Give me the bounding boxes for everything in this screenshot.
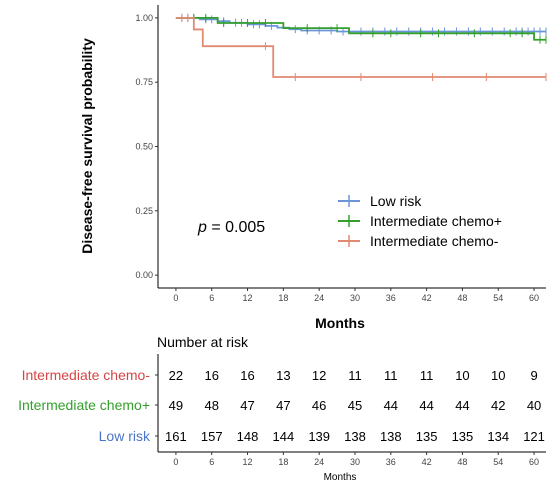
x-tick-label: 18 [278, 293, 288, 303]
risk-cell: 9 [530, 368, 537, 383]
x-tick-label: 48 [457, 293, 467, 303]
x-tick-label: 0 [173, 293, 178, 303]
risk-x-tick-label: 0 [173, 457, 178, 467]
risk-x-tick-label: 12 [243, 457, 253, 467]
legend-item: Intermediate chemo+ [338, 213, 502, 229]
risk-cell: 46 [312, 398, 326, 413]
series-3 [175, 13, 547, 82]
y-tick-label: 0.00 [135, 270, 153, 280]
y-tick-label: 1.00 [135, 13, 153, 23]
x-tick-label: 30 [350, 293, 360, 303]
risk-x-tick-label: 30 [350, 457, 360, 467]
series-2 [175, 13, 547, 44]
x-tick-label: 24 [314, 293, 324, 303]
risk-x-tick-label: 42 [422, 457, 432, 467]
risk-cell: 138 [380, 429, 402, 444]
risk-cell: 135 [416, 429, 438, 444]
risk-cell: 121 [523, 429, 545, 444]
series-line [175, 16, 546, 78]
risk-row: Intermediate chemo- 22 16 16 13 12 11 11 11 10 10 9 [22, 367, 538, 383]
risk-cell: 11 [348, 368, 362, 383]
risk-cell: 11 [420, 368, 434, 383]
risk-cell: 44 [455, 398, 469, 413]
risk-table-title: Number at risk [157, 334, 249, 350]
risk-cell: 40 [527, 398, 541, 413]
risk-cell: 134 [487, 429, 509, 444]
series-1 [175, 13, 547, 36]
x-tick-label: 36 [386, 293, 396, 303]
risk-cell: 157 [201, 429, 223, 444]
risk-row: Intermediate chemo+ 49 48 47 47 46 45 44 44 44 42 4… [18, 397, 541, 413]
x-axis: 0 6 12 18 24 30 36 42 48 54 60 [158, 287, 546, 303]
legend-item: Low risk [338, 193, 422, 209]
risk-cell: 10 [491, 368, 505, 383]
y-tick-label: 0.75 [135, 77, 153, 87]
y-axis-title: Disease-free survival probability [79, 38, 95, 254]
risk-x-tick-label: 18 [278, 457, 288, 467]
risk-cell: 16 [204, 368, 218, 383]
x-tick-label: 12 [243, 293, 253, 303]
risk-x-tick-label: 6 [209, 457, 214, 467]
risk-cell: 44 [384, 398, 398, 413]
risk-cell: 148 [237, 429, 259, 444]
risk-cell: 47 [240, 398, 254, 413]
risk-row-label: Low risk [99, 428, 151, 444]
series-layer [175, 13, 547, 82]
risk-cell: 135 [452, 429, 474, 444]
risk-cell: 48 [204, 398, 218, 413]
risk-rows: Intermediate chemo- 22 16 16 13 12 11 11 11 10 10 9… [18, 367, 545, 444]
risk-row-label: Intermediate chemo- [22, 367, 151, 383]
risk-x-tick-label: 54 [493, 457, 503, 467]
risk-cell: 49 [169, 398, 183, 413]
legend: Low risk Intermediate chemo+ Intermediate … [338, 193, 502, 249]
legend-label: Low risk [370, 193, 422, 209]
risk-cell: 45 [348, 398, 362, 413]
p-value-annotation: p = 0.005 [197, 219, 265, 236]
risk-cell: 12 [312, 368, 326, 383]
risk-cell: 161 [165, 429, 187, 444]
km-plot: 0.00 0.25 0.50 0.75 1.00 0 6 12 18 24 30 36 42 48 54 6… [79, 5, 547, 331]
risk-cell: 144 [273, 429, 295, 444]
legend-label: Intermediate chemo- [370, 233, 499, 249]
x-axis-title: Months [315, 315, 365, 331]
risk-row: Low risk 161 157 148 144 139 138 138 135 135 134 12… [99, 428, 545, 444]
risk-x-tick-label: 36 [386, 457, 396, 467]
risk-cell: 138 [344, 429, 366, 444]
x-tick-label: 60 [529, 293, 539, 303]
risk-x-tick-label: 24 [314, 457, 324, 467]
risk-table: Number at risk Intermediate chemo- 22 16 16… [18, 334, 546, 483]
x-tick-label: 54 [493, 293, 503, 303]
risk-table-xlabel: Months [324, 472, 357, 483]
y-tick-label: 0.50 [135, 142, 153, 152]
p-value-text: = 0.005 [207, 219, 265, 236]
risk-cell: 22 [169, 368, 183, 383]
x-tick-label: 6 [209, 293, 214, 303]
risk-table-axis: 0 6 12 18 24 30 36 42 48 54 60 [155, 354, 546, 467]
y-axis: 0.00 0.25 0.50 0.75 1.00 [135, 5, 159, 288]
legend-label: Intermediate chemo+ [370, 213, 502, 229]
risk-cell: 16 [240, 368, 254, 383]
risk-row-label: Intermediate chemo+ [18, 397, 150, 413]
risk-cell: 11 [384, 368, 398, 383]
legend-item: Intermediate chemo- [338, 233, 499, 249]
x-tick-label: 42 [422, 293, 432, 303]
risk-cell: 13 [276, 368, 290, 383]
risk-x-tick-label: 48 [457, 457, 467, 467]
risk-cell: 47 [276, 398, 290, 413]
series-line [175, 16, 546, 41]
y-tick-label: 0.25 [135, 206, 153, 216]
risk-cell: 10 [455, 368, 469, 383]
risk-x-tick-label: 60 [529, 457, 539, 467]
risk-cell: 139 [308, 429, 330, 444]
risk-cell: 44 [419, 398, 433, 413]
p-value-symbol: p [197, 219, 207, 236]
risk-cell: 42 [491, 398, 505, 413]
